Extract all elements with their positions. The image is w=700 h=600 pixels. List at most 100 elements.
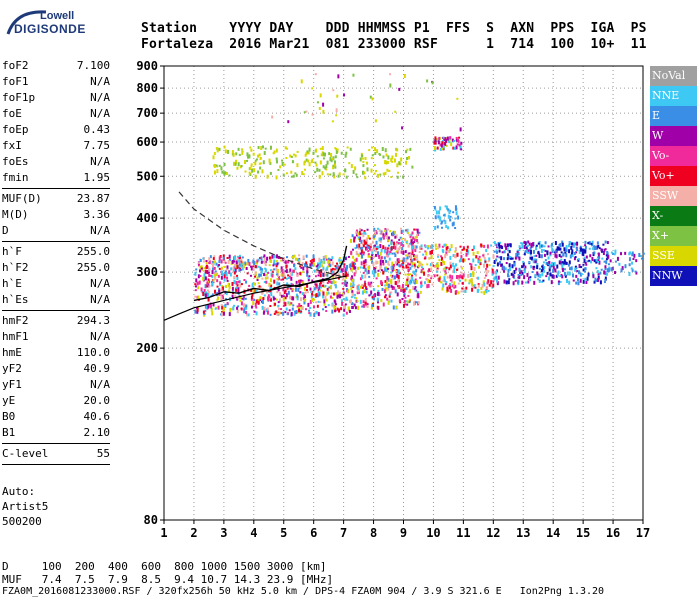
y-tick-label: 800 <box>136 81 158 95</box>
echo-mark <box>518 245 521 249</box>
echo-mark <box>253 282 256 286</box>
echo-mark <box>273 312 276 315</box>
param-value: 110.0 <box>76 346 110 359</box>
echo-mark <box>387 277 390 282</box>
echo-mark <box>392 241 395 246</box>
echo-mark <box>569 254 572 259</box>
echo-mark <box>226 279 229 282</box>
echo-mark <box>298 303 301 308</box>
param-row-mufd: MUF(D) 23.87 <box>2 191 110 207</box>
echo-mark <box>278 311 281 315</box>
echo-mark <box>420 266 423 269</box>
echo-mark <box>604 248 607 251</box>
echo-mark <box>197 286 200 290</box>
echo-mark <box>396 250 399 254</box>
echo-mark <box>241 150 244 155</box>
echo-mark <box>261 300 264 305</box>
echo-mark <box>331 267 334 272</box>
echo-mark <box>521 242 524 246</box>
echo-mark <box>245 266 248 270</box>
param-row-yf1: yF1 N/A <box>2 377 110 393</box>
echo-mark <box>340 268 343 273</box>
echo-mark <box>318 106 321 110</box>
echo-mark <box>263 294 266 297</box>
echo-mark <box>587 241 590 244</box>
param-value: 7.100 <box>76 59 110 72</box>
param-row-hf: h`F 255.0 <box>2 244 110 260</box>
echo-mark <box>601 257 604 260</box>
echo-mark <box>248 154 251 159</box>
echo-mark <box>392 246 395 250</box>
echo-mark <box>524 265 527 269</box>
echo-mark <box>202 276 205 281</box>
echo-mark <box>437 254 440 257</box>
echo-mark <box>456 138 459 142</box>
echo-mark <box>454 284 457 288</box>
echo-mark <box>288 309 291 312</box>
echo-mark <box>460 141 463 145</box>
echo-mark <box>408 233 411 236</box>
echo-mark <box>560 274 563 277</box>
echo-mark <box>289 154 292 157</box>
echo-mark <box>305 261 308 265</box>
echo-mark <box>376 149 379 154</box>
echo-mark <box>514 279 517 282</box>
echo-mark <box>444 272 447 275</box>
echo-mark <box>357 285 360 290</box>
echo-mark <box>517 273 520 276</box>
echo-mark <box>221 170 224 174</box>
echo-mark <box>298 254 301 257</box>
echo-mark <box>233 269 236 272</box>
echo-mark <box>460 255 463 259</box>
echo-mark <box>398 238 401 241</box>
echo-mark <box>548 276 551 281</box>
echo-mark <box>453 146 456 150</box>
echo-mark <box>401 247 404 251</box>
echo-mark <box>484 260 487 263</box>
x-tick-label: 8 <box>370 526 377 540</box>
echo-mark <box>319 282 322 287</box>
echo-mark <box>467 273 470 278</box>
echo-mark <box>387 261 390 266</box>
echo-mark <box>570 266 573 271</box>
param-value: 23.87 <box>76 192 110 205</box>
echo-mark <box>469 273 472 278</box>
echo-mark <box>576 278 579 282</box>
echo-mark <box>357 232 360 236</box>
echo-mark <box>205 260 208 263</box>
echo-mark <box>581 273 584 276</box>
echo-mark <box>604 276 607 281</box>
echo-mark <box>621 266 624 271</box>
echo-mark <box>248 284 251 287</box>
echo-mark <box>389 83 392 88</box>
echo-mark <box>334 309 337 312</box>
x-tick-label: 10 <box>426 526 440 540</box>
echo-mark <box>327 304 330 307</box>
echo-mark <box>300 310 303 313</box>
echo-mark <box>449 255 452 260</box>
echo-mark <box>220 304 223 307</box>
echo-mark <box>290 155 293 158</box>
echo-mark <box>436 269 439 272</box>
echo-mark <box>445 281 448 285</box>
echo-mark <box>366 228 369 231</box>
param-name: foEs <box>2 155 29 168</box>
echo-mark <box>605 260 608 265</box>
echo-mark <box>253 299 256 302</box>
echo-mark <box>492 280 495 283</box>
echo-mark <box>420 247 423 250</box>
echo-mark <box>495 275 498 280</box>
echo-mark <box>574 267 577 272</box>
echo-mark <box>630 267 633 270</box>
echo-mark <box>410 252 413 255</box>
echo-mark <box>401 265 404 268</box>
y-tick-label: 400 <box>136 211 158 225</box>
echo-mark <box>366 303 369 306</box>
echo-mark <box>461 267 464 270</box>
echo-mark <box>531 242 534 247</box>
echo-mark <box>451 284 454 288</box>
echo-mark <box>538 254 541 259</box>
echo-mark <box>275 267 278 272</box>
param-name: yF2 <box>2 362 22 375</box>
echo-mark <box>507 268 510 273</box>
